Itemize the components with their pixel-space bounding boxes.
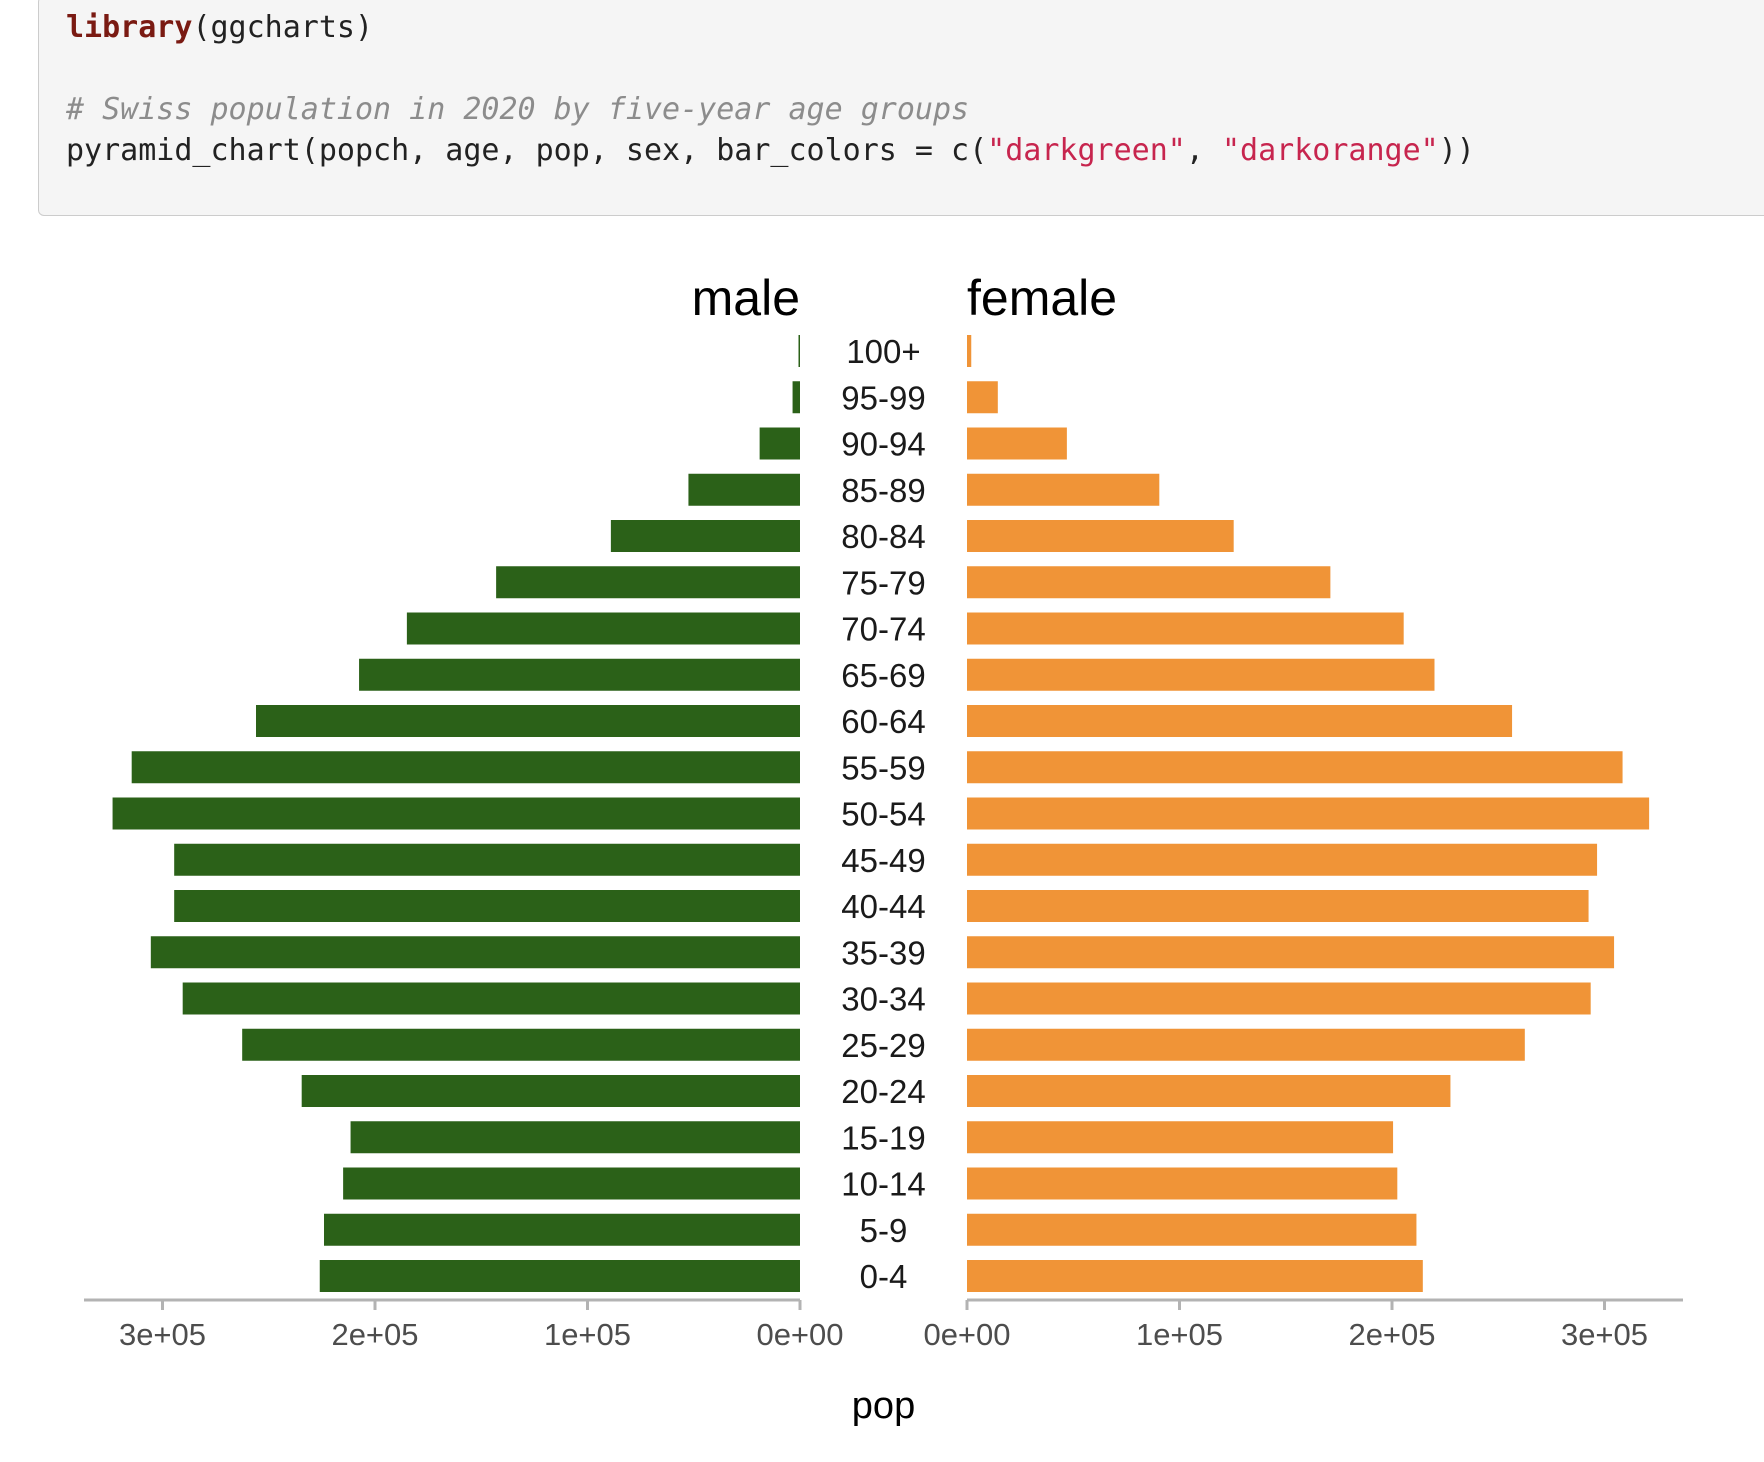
code-line-pyramid: pyramid_chart(popch, age, pop, sex, bar_… bbox=[66, 133, 1475, 168]
bar-female-95-99 bbox=[967, 381, 998, 414]
bar-male-80-84 bbox=[610, 520, 800, 552]
x-tick-label-female: 3e+05 bbox=[1561, 1317, 1648, 1352]
age-label: 60-64 bbox=[841, 703, 925, 740]
bar-male-95-99 bbox=[792, 381, 800, 414]
bar-female-55-59 bbox=[967, 751, 1623, 784]
bar-male-10-14 bbox=[343, 1167, 800, 1200]
bar-male-50-54 bbox=[112, 797, 800, 830]
age-label: 5-9 bbox=[860, 1212, 908, 1249]
bar-female-80-84 bbox=[967, 520, 1234, 552]
age-label: 40-44 bbox=[841, 888, 925, 925]
x-tick-label-female: 2e+05 bbox=[1348, 1317, 1435, 1352]
bar-male-65-69 bbox=[359, 658, 800, 691]
x-tick-label-male: 1e+05 bbox=[544, 1317, 631, 1352]
bar-male-90-94 bbox=[759, 427, 800, 460]
bar-female-75-79 bbox=[967, 566, 1331, 599]
bar-female-45-49 bbox=[967, 843, 1598, 876]
series-label-male: male bbox=[692, 270, 800, 326]
bar-female-30-34 bbox=[967, 982, 1591, 1015]
age-label: 100+ bbox=[846, 333, 920, 370]
bar-male-15-19 bbox=[350, 1121, 800, 1154]
bar-male-40-44 bbox=[174, 890, 800, 922]
x-tick-label-female: 1e+05 bbox=[1136, 1317, 1223, 1352]
code-block bbox=[38, 0, 1764, 216]
age-label: 30-34 bbox=[841, 981, 925, 1018]
x-tick-label-male: 2e+05 bbox=[331, 1317, 418, 1352]
bar-female-100+ bbox=[967, 335, 972, 367]
age-label: 0-4 bbox=[860, 1258, 908, 1295]
age-label: 25-29 bbox=[841, 1027, 925, 1064]
bar-female-10-14 bbox=[967, 1167, 1398, 1200]
bar-male-35-39 bbox=[150, 936, 800, 969]
age-label: 55-59 bbox=[841, 749, 925, 786]
bar-female-25-29 bbox=[967, 1028, 1525, 1061]
bar-female-85-89 bbox=[967, 473, 1160, 506]
bar-male-45-49 bbox=[174, 843, 800, 876]
code-text: )) bbox=[1438, 133, 1475, 168]
bar-male-55-59 bbox=[131, 751, 800, 784]
bar-female-60-64 bbox=[967, 705, 1513, 737]
bar-female-15-19 bbox=[967, 1121, 1394, 1154]
bar-male-25-29 bbox=[242, 1028, 800, 1061]
bar-female-20-24 bbox=[967, 1075, 1451, 1107]
bar-male-60-64 bbox=[256, 705, 800, 737]
age-label: 90-94 bbox=[841, 426, 925, 463]
bar-female-50-54 bbox=[967, 797, 1650, 830]
bar-male-30-34 bbox=[182, 982, 800, 1015]
code-keyword: library bbox=[66, 10, 193, 45]
code-string: "darkgreen" bbox=[987, 133, 1186, 168]
bar-female-40-44 bbox=[967, 890, 1589, 922]
x-tick-label-female: 0e+00 bbox=[923, 1317, 1010, 1352]
code-text: , bbox=[1185, 133, 1222, 168]
age-label: 10-14 bbox=[841, 1166, 925, 1203]
bar-female-0-4 bbox=[967, 1260, 1423, 1292]
bar-female-65-69 bbox=[967, 658, 1435, 691]
bar-male-70-74 bbox=[406, 612, 800, 645]
bar-male-5-9 bbox=[324, 1213, 800, 1246]
age-label: 45-49 bbox=[841, 842, 925, 879]
age-label: 65-69 bbox=[841, 657, 925, 694]
age-label: 35-39 bbox=[841, 934, 925, 971]
age-label: 15-19 bbox=[841, 1119, 925, 1156]
code-comment: # Swiss population in 2020 by five-year … bbox=[66, 92, 970, 127]
bar-female-70-74 bbox=[967, 612, 1404, 645]
bar-male-0-4 bbox=[319, 1260, 800, 1292]
age-label: 85-89 bbox=[841, 472, 925, 509]
code-text: pyramid_chart(popch, age, pop, sex, bar_… bbox=[66, 133, 988, 168]
x-tick-label-male: 0e+00 bbox=[756, 1317, 843, 1352]
age-label: 20-24 bbox=[841, 1073, 925, 1110]
age-label: 50-54 bbox=[841, 796, 925, 833]
bar-female-35-39 bbox=[967, 936, 1615, 969]
code-line-library: library(ggcharts) bbox=[66, 10, 373, 45]
bar-female-90-94 bbox=[967, 427, 1067, 460]
age-label: 80-84 bbox=[841, 518, 925, 555]
code-string: "darkorange" bbox=[1221, 133, 1439, 168]
bar-male-75-79 bbox=[496, 566, 800, 599]
age-label: 95-99 bbox=[841, 379, 925, 416]
bar-male-85-89 bbox=[688, 473, 800, 506]
bar-male-100+ bbox=[798, 335, 800, 367]
code-text: (ggcharts) bbox=[192, 10, 374, 45]
age-label: 75-79 bbox=[841, 564, 925, 601]
x-axis-title: pop bbox=[852, 1385, 915, 1427]
series-label-female: female bbox=[967, 270, 1117, 326]
bar-male-20-24 bbox=[301, 1075, 800, 1107]
x-tick-label-male: 3e+05 bbox=[119, 1317, 206, 1352]
age-label: 70-74 bbox=[841, 611, 925, 648]
pyramid-chart: male female 100+ 95-99 90-94 85-89 80-84 75-79 7… bbox=[84, 270, 1683, 1427]
bar-female-5-9 bbox=[967, 1213, 1417, 1246]
